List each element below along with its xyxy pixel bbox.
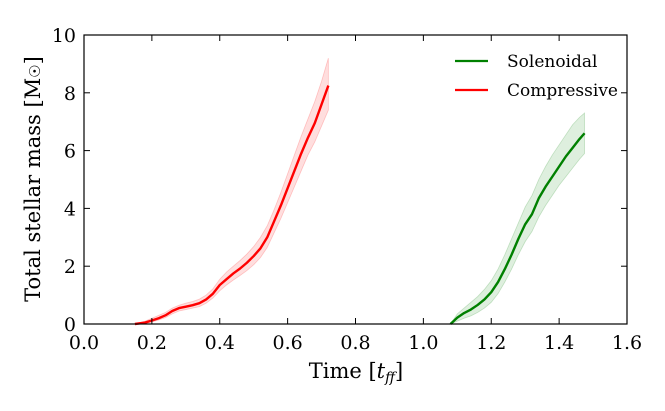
x-tick-label: 0.6 <box>273 332 303 354</box>
x-tick-label: 0.0 <box>69 332 99 354</box>
axis-ticks: 0.0 0.2 0.4 0.6 0.8 1.0 1.2 1.4 1.6 0 2 4 6 8 10 <box>52 25 642 354</box>
y-tick-label: 4 <box>64 198 76 220</box>
x-tick-label: 1.2 <box>476 332 506 354</box>
compressive-line <box>134 85 330 326</box>
y-tick-label: 10 <box>52 25 76 47</box>
x-tick-label: 1.4 <box>544 332 574 354</box>
solenoidal-line <box>449 132 586 325</box>
x-tick-label: 1.0 <box>408 332 438 354</box>
legend-solenoidal-label: Solenoidal <box>507 52 597 72</box>
y-tick-label: 6 <box>64 141 76 163</box>
solenoidal-uncertainty-band <box>449 112 585 325</box>
x-tick-label: 0.2 <box>137 332 167 354</box>
x-tick-label: 0.8 <box>340 332 370 354</box>
legend-compressive-label: Compressive <box>507 81 618 101</box>
series-lines <box>134 85 586 326</box>
y-axis-label: Total stellar mass [M☉] <box>21 56 45 302</box>
x-tick-label: 0.4 <box>205 332 235 354</box>
y-tick-label: 8 <box>64 83 76 105</box>
y-tick-label: 0 <box>64 314 76 336</box>
y-tick-label: 2 <box>64 256 76 278</box>
x-axis-label: Time [tff] <box>309 359 404 386</box>
compressive-uncertainty-band <box>134 58 329 325</box>
x-tick-label: 1.6 <box>612 332 642 354</box>
legend: Solenoidal Compressive <box>455 52 618 101</box>
